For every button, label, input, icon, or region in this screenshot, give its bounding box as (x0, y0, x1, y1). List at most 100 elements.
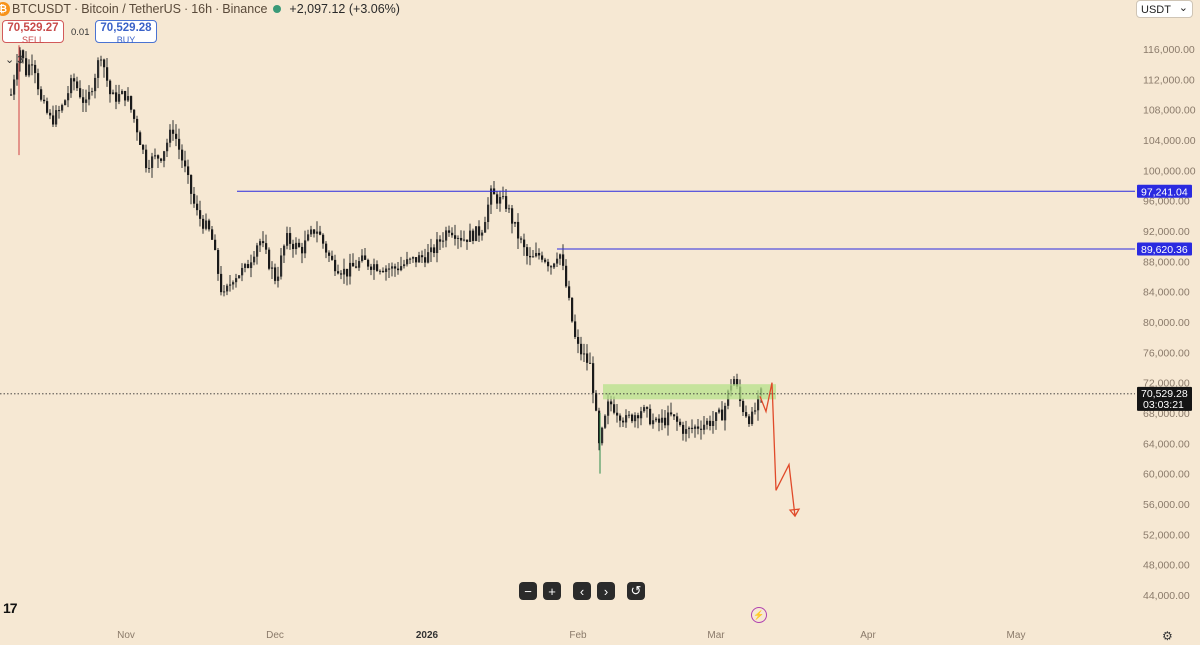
candle-body (469, 230, 472, 242)
price-marker-text: 97,241.04 (1141, 186, 1188, 198)
candle-body (67, 93, 70, 101)
interval[interactable]: 16h (191, 2, 213, 16)
candle-body (133, 109, 136, 119)
candle-body (667, 412, 670, 426)
lightning-icon[interactable]: ⚡ (751, 607, 767, 623)
candle-body (532, 256, 535, 258)
candle-body (385, 268, 388, 272)
zoom-in-button[interactable]: + (543, 582, 561, 600)
candle-body (64, 100, 67, 106)
candle-body (595, 392, 598, 411)
currency-select[interactable]: USDT (1136, 0, 1193, 18)
candle-body (457, 237, 460, 239)
candle-body (139, 132, 142, 145)
candle-body (658, 418, 661, 423)
candle-body (40, 89, 43, 100)
tradingview-logo-icon[interactable]: 17 (3, 600, 18, 616)
candle-body (610, 401, 613, 405)
candle-body (70, 78, 73, 94)
price-axis[interactable]: 116,000.00 112,000.00 108,000.00 104,000.00… (1143, 44, 1196, 602)
candle-body (751, 411, 754, 425)
price-markers: 97,241.04 89,620.36 (1137, 184, 1192, 256)
candle-body (229, 284, 232, 286)
candle-body (745, 412, 748, 417)
candle-body (523, 239, 526, 248)
candle-body (682, 424, 685, 434)
candle-body (463, 239, 466, 241)
candle-body (655, 418, 658, 421)
indicators-toggle[interactable]: ⌄ 3 (5, 53, 23, 66)
scroll-right-button[interactable]: › (597, 582, 615, 600)
candle-body (400, 266, 403, 271)
price-tick-label: 52,000.00 (1143, 529, 1190, 541)
candle-body (685, 429, 688, 434)
price-tick-label: 104,000.00 (1143, 135, 1196, 147)
candle-body (10, 94, 13, 96)
candle-body (538, 252, 541, 256)
candle-body (328, 252, 331, 256)
candle-body (43, 99, 46, 102)
price-marker-bg (1137, 242, 1192, 256)
candle-body (163, 151, 166, 161)
candle-body (718, 409, 721, 413)
candle-body (220, 273, 223, 293)
candle-body (19, 50, 22, 64)
sell-button[interactable]: 70,529.27 SELL (2, 20, 64, 45)
price-tick-label: 108,000.00 (1143, 105, 1196, 117)
bitcoin-logo-icon: ₿ (0, 2, 10, 16)
candle-body (286, 233, 289, 246)
price-tick-label: 96,000.00 (1143, 196, 1190, 208)
candle-body (268, 249, 271, 269)
spread-value: 0.01 (71, 27, 90, 38)
candle-body (22, 50, 25, 59)
symbol-ticker[interactable]: BTCUSDT (12, 2, 72, 16)
candle-body (127, 96, 130, 101)
candle-body (619, 415, 622, 421)
candle-body (535, 252, 538, 257)
candle-body (586, 353, 589, 363)
symbol-header[interactable]: ₿ BTCUSDT · Bitcoin / TetherUS · 16h · B… (0, 0, 400, 18)
zoom-out-button[interactable]: − (519, 582, 537, 600)
reset-chart-button[interactable]: ↺ (627, 582, 645, 600)
candle-body (223, 291, 226, 293)
candle-body (715, 412, 718, 421)
price-tick-label: 112,000.00 (1143, 74, 1195, 86)
candle-body (556, 258, 559, 264)
candle-body (97, 60, 100, 78)
candle-body (106, 67, 109, 81)
candle-body (721, 409, 724, 421)
candle-body (37, 73, 40, 90)
candle-body (604, 415, 607, 428)
candle-body (706, 420, 709, 425)
candle-body (28, 64, 31, 76)
current-price-text: 70,529.28 (1141, 388, 1188, 400)
gear-icon[interactable]: ⚙ (1162, 629, 1173, 643)
symbol-name: Bitcoin / TetherUS (81, 2, 182, 16)
candle-body (310, 229, 313, 235)
candle-body (460, 237, 463, 241)
candle-body (265, 243, 268, 250)
candle-body (235, 278, 238, 283)
candle-body (394, 266, 397, 269)
scroll-left-button[interactable]: ‹ (573, 582, 591, 600)
candle-body (499, 196, 502, 204)
sell-label: SELL (21, 35, 45, 45)
time-axis[interactable]: Nov Dec 2026 Feb Mar Apr May (117, 630, 1025, 641)
candle-body (49, 112, 52, 116)
candle-body (724, 405, 727, 421)
price-tick-label: 56,000.00 (1143, 499, 1190, 511)
candle-body (211, 229, 214, 240)
market-status-icon (273, 5, 282, 13)
candle-body (145, 149, 148, 169)
candle-body (757, 395, 760, 411)
buy-button[interactable]: 70,529.28 BUY (95, 20, 157, 45)
candle-body (118, 94, 121, 102)
candle-body (694, 426, 697, 429)
candle-body (565, 265, 568, 287)
candle-body (280, 255, 283, 277)
candle-body (577, 336, 580, 344)
candle-body (349, 262, 352, 277)
candle-body (526, 247, 529, 256)
candle-body (412, 257, 415, 259)
